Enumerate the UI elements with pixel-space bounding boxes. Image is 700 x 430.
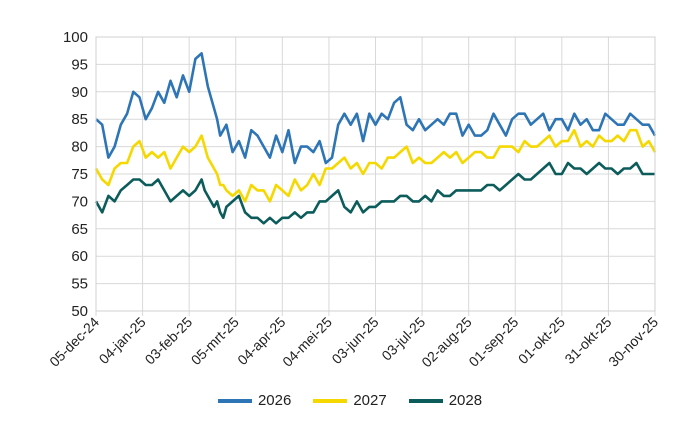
legend-label-2028: 2028 [448, 392, 483, 409]
grid-lines [95, 36, 656, 316]
y-tick-label: 80 [71, 139, 88, 156]
legend-swatch-2028 [408, 398, 443, 403]
plot-frame [95, 36, 656, 312]
x-tick-label: 03-jun-25 [328, 314, 381, 367]
y-tick-label: 65 [71, 221, 88, 238]
legend-item-2027: 2027 [313, 392, 387, 409]
x-tick-label: 01-sep-25 [465, 314, 521, 370]
y-axis-ticks: 50 55 60 65 70 75 80 85 90 95 100 [63, 29, 88, 320]
series-lines [94, 52, 657, 225]
y-tick-label: 100 [63, 29, 88, 46]
legend-item-2028: 2028 [408, 392, 483, 409]
y-tick-label: 90 [71, 84, 88, 101]
x-tick-label: 01-okt-25 [515, 314, 568, 367]
legend-label-2026: 2026 [257, 392, 292, 409]
y-tick-label: 50 [71, 303, 88, 320]
y-tick-label: 70 [71, 193, 88, 210]
legend-swatch-2027 [313, 398, 348, 403]
x-axis-ticks: 05-dec-2404-jan-2503-feb-2505-mrt-2504-a… [46, 314, 661, 371]
series-line-2028 [94, 161, 655, 225]
x-tick-label: 03-feb-25 [142, 314, 196, 368]
y-tick-label: 85 [71, 111, 88, 128]
x-tick-label: 05-mrt-25 [188, 314, 242, 368]
series-line-2026 [95, 52, 657, 165]
y-tick-label: 60 [71, 248, 88, 265]
y-tick-label: 55 [71, 276, 88, 293]
y-tick-label: 75 [71, 166, 88, 183]
x-tick-label: 30-nov-25 [605, 314, 661, 370]
legend: 2026 2027 2028 [0, 392, 700, 409]
legend-swatch-2026 [217, 398, 252, 403]
x-tick-label: 04-mei-25 [279, 314, 335, 370]
x-tick-label: 02-aug-25 [418, 314, 475, 371]
x-tick-label: 05-dec-24 [46, 314, 102, 370]
x-tick-label: 04-jan-25 [96, 314, 149, 367]
y-tick-label: 95 [71, 56, 88, 73]
legend-item-2026: 2026 [217, 392, 292, 409]
legend-label-2027: 2027 [353, 392, 387, 409]
series-line-2027 [94, 128, 657, 203]
